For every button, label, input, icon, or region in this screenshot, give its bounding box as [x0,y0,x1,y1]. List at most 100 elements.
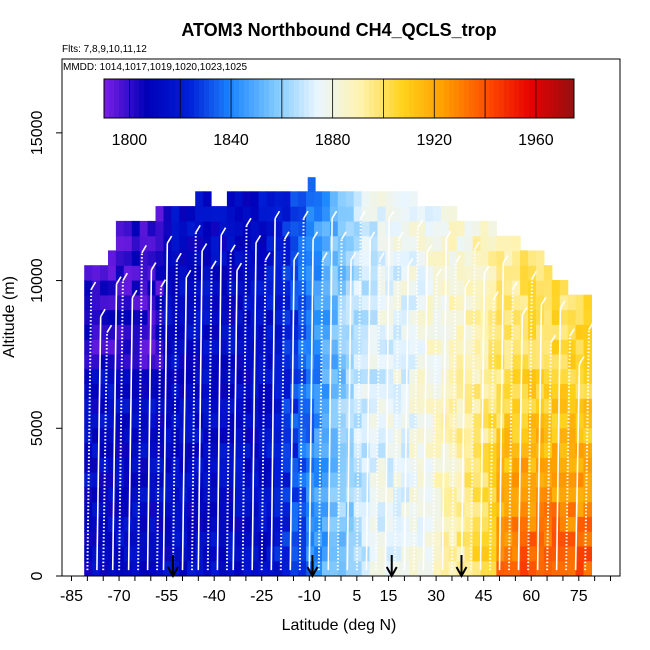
heatmap-cell [195,309,204,325]
heatmap-cell [314,501,323,517]
heatmap-cell [440,545,450,562]
heatmap-cell [448,383,458,399]
heatmap-cell [298,191,307,207]
profile-line [141,244,147,254]
heatmap-cell [218,383,228,399]
heatmap-cell [504,531,513,547]
heatmap-cell [567,531,577,547]
heatmap-cell [155,220,164,237]
profile-line [270,218,276,571]
heatmap-cell [488,427,497,444]
heatmap-cell [242,531,252,547]
heatmap-cell [536,265,545,281]
heatmap-cell [520,324,529,340]
heatmap-cell [187,353,196,370]
heatmap-cell [322,191,331,207]
colorbar-segment [444,79,450,118]
heatmap-cell [290,560,299,576]
heatmap-cell [108,339,117,355]
heatmap-cell [234,250,244,266]
profile-line [255,234,262,244]
heatmap-cell [488,250,497,266]
heatmap-cell [385,545,394,562]
heatmap-cell [377,412,386,429]
profile-line [388,210,395,219]
heatmap-cell [155,472,164,488]
heatmap-cell [242,486,252,503]
heatmap-cell [322,324,331,340]
heatmap-cell [448,560,458,576]
heatmap-cell [448,309,458,325]
heatmap-cell [409,486,418,503]
heatmap-cell [496,545,505,562]
profile-line [531,270,537,280]
heatmap-cell [242,280,252,296]
heatmap-cell [417,294,426,311]
heatmap-cell [504,398,513,414]
profile-line [302,210,309,219]
heatmap-cell [139,560,149,576]
heatmap-cell [472,472,482,488]
colorbar-segment [139,79,145,118]
heatmap-cell [472,309,482,325]
heatmap-cell [385,442,394,458]
heatmap-cell [504,560,513,576]
profile-line [181,277,188,571]
heatmap-cell [211,220,220,237]
heatmap-cell [155,442,164,458]
heatmap-cell [329,472,339,488]
heatmap-cell [147,412,157,429]
heatmap-cell [322,265,331,281]
heatmap-cell [409,309,418,325]
heatmap-cell [417,383,426,399]
heatmap-cell [409,235,418,252]
heatmap-cell [361,516,371,532]
heatmap-cell [218,324,228,340]
heatmap-cell [307,177,316,192]
heatmap-cell [108,472,117,488]
heatmap-cell [242,339,252,355]
heatmap-cell [385,383,394,399]
profile-line [451,262,457,571]
heatmap-cell [369,398,378,414]
heatmap-cell [425,516,434,532]
heatmap-cell [203,265,212,281]
heatmap-cell [139,368,149,384]
heatmap-cell [385,324,394,340]
heatmap-cell [432,368,442,384]
heatmap-cell [353,545,363,562]
heatmap-cell [108,516,117,532]
heatmap-cell [139,265,149,281]
heatmap-cell [536,545,545,562]
heatmap-cell [480,545,489,562]
heatmap-cell [290,398,299,414]
heatmap-cell [575,309,585,325]
heatmap-cell [575,339,585,355]
heatmap-cell [440,442,450,458]
heatmap-cell [551,280,561,296]
x-tick-label: -85 [60,588,83,605]
heatmap-cell [425,353,434,370]
colorbar-segment [459,79,465,118]
heatmap-cell [361,486,371,503]
heatmap-cell [234,501,244,517]
heatmap-cell [393,206,402,222]
heatmap-cell [567,294,577,311]
heatmap-cell [504,383,513,399]
heatmap-cell [528,324,537,340]
heatmap-cell [353,250,363,266]
heatmap-cell [282,324,291,340]
heatmap-cell [100,472,109,488]
heatmap-cell [155,353,164,370]
heatmap-cell [147,250,157,266]
heatmap-cell [472,383,482,399]
heatmap-cell [337,398,347,414]
heatmap-cell [179,412,188,429]
profile-line [483,265,490,274]
heatmap-cell [488,516,497,532]
heatmap-cell [488,265,497,281]
heatmap-cell [218,545,228,562]
colorbar: 1800 1840 1880 1920 1960 [103,78,575,149]
heatmap-cell [92,265,101,281]
heatmap-cell [314,427,323,444]
